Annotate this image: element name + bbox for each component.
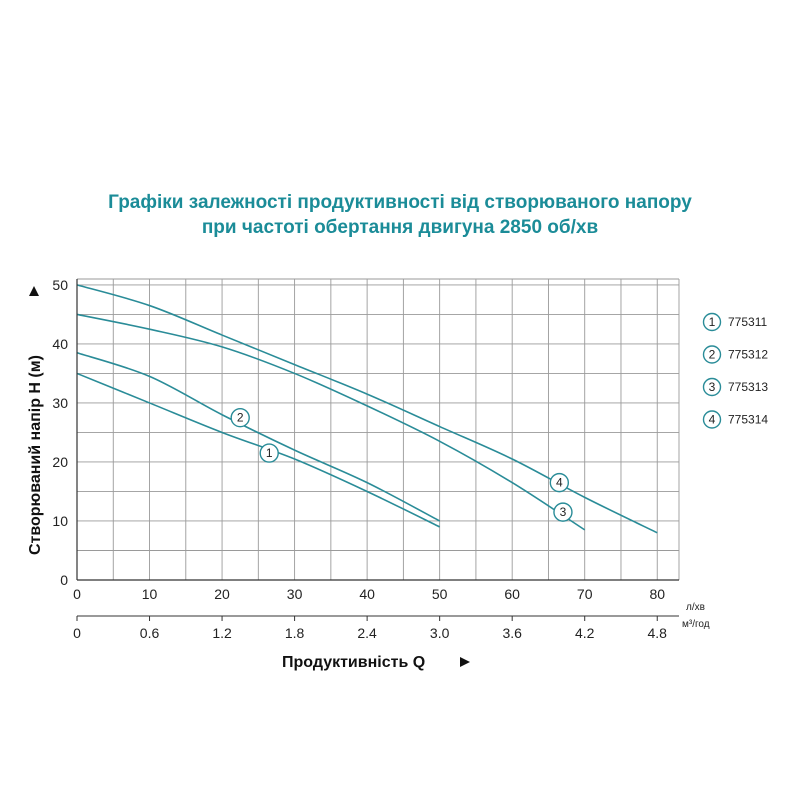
x-tick-label: 80 [649, 586, 665, 602]
x2-tick-label: 3.6 [502, 625, 522, 641]
x2-unit-label: м³/год [682, 619, 710, 630]
legend-marker-label-4: 4 [709, 413, 716, 427]
legend-entry-775313: 775313 [728, 380, 768, 394]
y-axis-arrow-icon [29, 286, 39, 296]
x-axis-arrow-icon [460, 657, 470, 667]
chart-title-line-2: при частоті обертання двигуна 2850 об/хв [201, 217, 599, 238]
series-marker-label-1: 1 [266, 446, 273, 460]
legend-marker-label-2: 2 [709, 348, 716, 362]
y-axis-title: Створюваний напір H (м) [27, 355, 44, 555]
legend-marker-2 [702, 345, 722, 364]
y-tick-label: 0 [60, 572, 68, 588]
legend-entry-775314: 775314 [728, 413, 768, 427]
x-tick-label: 70 [577, 586, 593, 602]
series-marker-1 [259, 443, 279, 463]
series-marker-4 [549, 472, 570, 493]
y-tick-label: 40 [52, 336, 68, 352]
series-marker-label-3: 3 [560, 505, 567, 519]
series-marker-label-4: 4 [556, 476, 563, 490]
x2-tick-label: 0.6 [140, 625, 160, 641]
legend-marker-label-3: 3 [709, 380, 716, 394]
series-marker-label-2: 2 [237, 411, 244, 425]
x-tick-label: 60 [504, 586, 520, 602]
legend-entry-775311: 775311 [728, 315, 767, 329]
y-tick-label: 20 [52, 454, 68, 470]
legend-marker-3 [702, 377, 722, 397]
x2-tick-label: 1.2 [212, 625, 232, 641]
series-marker-3 [553, 502, 573, 522]
x-tick-label: 10 [142, 586, 158, 602]
chart-title-line-1: Графіки залежності продуктивності від ст… [108, 192, 692, 213]
x2-tick-label: 3.0 [430, 625, 450, 641]
grid [77, 278, 680, 580]
legend-marker-label-1: 1 [709, 315, 716, 329]
x-tick-label: 30 [287, 586, 303, 602]
legend-entry-775312: 775312 [728, 348, 768, 362]
legend: 1 775311 2 775312 3 775313 4 775314 [702, 312, 768, 429]
x2-tick-label: 4.2 [575, 625, 595, 641]
x-tick-label: 20 [214, 586, 230, 602]
legend-marker-1 [702, 312, 722, 332]
series-line-775311 [76, 372, 441, 528]
chart-title: Графіки залежності продуктивності від ст… [0, 190, 800, 240]
axes: 0 10 20 30 40 50 0 10 20 30 40 50 60 70 80 0 0.6 1.2 1.8 2.… [52, 277, 679, 641]
series-line-775312 [76, 352, 441, 522]
x-tick-label: 0 [73, 586, 81, 602]
legend-marker-4 [702, 410, 722, 429]
x-unit-label: л/хв [686, 602, 705, 613]
x-tick-label: 40 [359, 586, 375, 602]
series-marker-2 [230, 407, 250, 428]
x-axis-title: Продуктивність Q [282, 654, 425, 671]
series-line-775313 [76, 313, 586, 531]
y-tick-label: 10 [52, 513, 68, 529]
x2-tick-label: 0 [73, 625, 81, 641]
x2-tick-label: 1.8 [285, 625, 305, 641]
curves: 1 2 3 4 [76, 284, 658, 534]
y-tick-label: 30 [52, 395, 68, 411]
x2-tick-label: 4.8 [648, 625, 668, 641]
y-tick-label: 50 [52, 277, 68, 293]
x-tick-label: 50 [432, 586, 448, 602]
x2-tick-label: 2.4 [357, 625, 377, 641]
